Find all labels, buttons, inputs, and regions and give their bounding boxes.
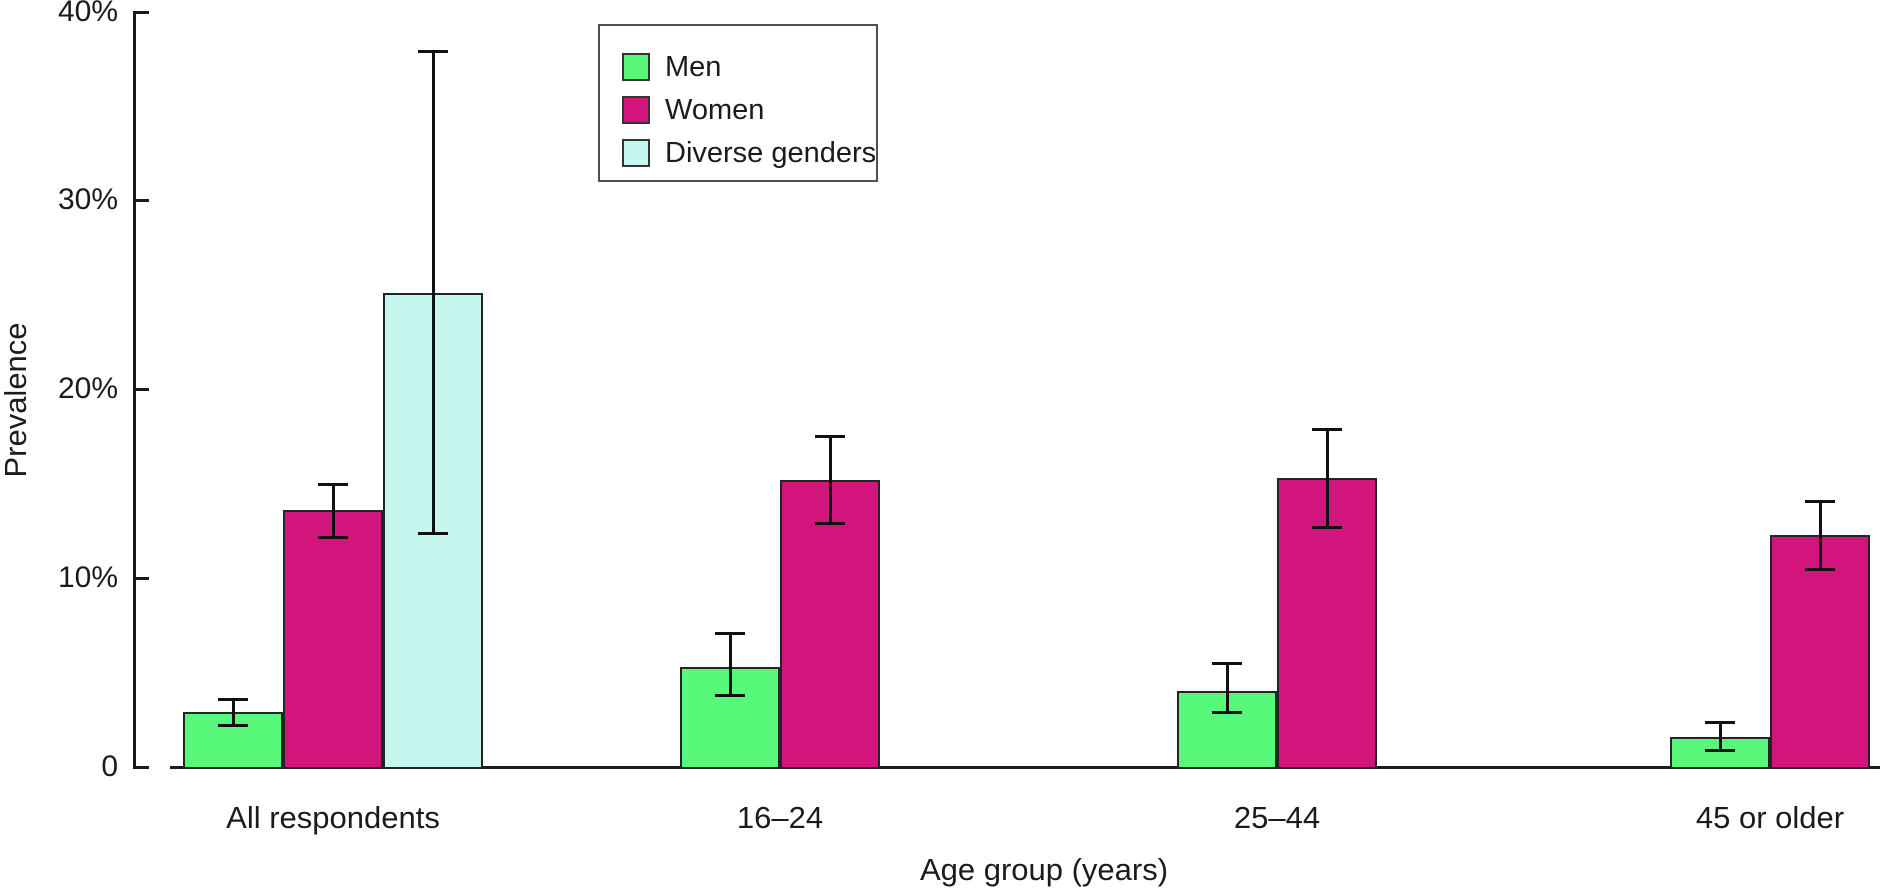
legend-swatch-men (622, 52, 650, 81)
y-tick-mark (133, 388, 149, 392)
legend-item-diverse-genders: Diverse genders (600, 131, 876, 174)
x-category-label: 16–24 (736, 800, 824, 835)
error-bar-cap (418, 531, 448, 535)
legend-label-men: Men (665, 50, 722, 83)
error-bar-line (1325, 428, 1329, 528)
x-category-label: 45 or older (1695, 800, 1845, 835)
error-bar-cap (1705, 720, 1735, 724)
error-bar-line (331, 483, 335, 537)
y-tick-label: 30% (57, 183, 118, 217)
error-bar-cap (1212, 711, 1242, 715)
error-bar-line (431, 51, 435, 533)
error-bar-cap (1705, 749, 1735, 752)
error-bar-line (1818, 500, 1822, 569)
error-bar-line (231, 699, 235, 726)
legend-item-men: Men (600, 45, 876, 88)
bar-women (1770, 534, 1870, 769)
error-bar-cap (1805, 499, 1835, 503)
x-category-label: All respondents (226, 800, 440, 835)
error-bar-cap (318, 535, 348, 539)
error-bar-cap (418, 50, 448, 54)
error-bar-cap (715, 631, 745, 635)
legend-item-women: Women (600, 88, 876, 131)
error-bar-line (828, 436, 832, 524)
y-tick-mark (133, 766, 149, 769)
y-tick-mark (133, 199, 149, 203)
x-axis-line (170, 766, 1880, 769)
error-bar-line (1718, 721, 1722, 750)
y-tick-mark (133, 10, 149, 14)
error-bar-cap (715, 694, 745, 698)
legend-swatch-women (622, 95, 650, 124)
legend-label-diverse-genders: Diverse genders (665, 136, 877, 169)
y-tick-mark (133, 577, 149, 581)
y-tick-label: 40% (57, 0, 118, 28)
bar-men (183, 712, 283, 769)
error-bar-cap (218, 698, 248, 701)
error-bar-cap (1312, 526, 1342, 530)
error-bar-cap (815, 435, 845, 439)
y-tick-label: 0 (101, 750, 118, 783)
y-tick-label: 20% (57, 372, 118, 406)
error-bar-cap (218, 724, 248, 728)
error-bar-cap (318, 482, 348, 486)
error-bar-cap (1805, 567, 1835, 571)
error-bar-cap (1312, 427, 1342, 431)
y-tick-label: 10% (57, 561, 118, 595)
x-category-label: 25–44 (1233, 800, 1321, 835)
legend-label-women: Women (665, 93, 765, 126)
error-bar-line (728, 632, 732, 696)
bar-women (780, 479, 880, 769)
error-bar-cap (815, 522, 845, 526)
legend-swatch-diverse-genders (622, 138, 650, 167)
x-axis-title: Age group (years) (919, 852, 1169, 887)
bar-women (283, 510, 383, 769)
legend: Men Women Diverse genders (598, 24, 878, 182)
error-bar-line (1225, 663, 1229, 713)
error-bar-cap (1212, 662, 1242, 666)
